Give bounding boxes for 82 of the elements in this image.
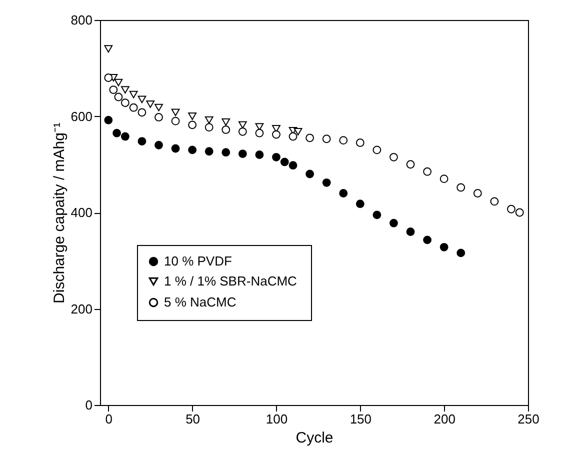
- point: [120, 98, 130, 107]
- point: [138, 137, 146, 146]
- point: [390, 218, 398, 228]
- point: [188, 146, 197, 154]
- point: [188, 120, 197, 130]
- point: [440, 242, 448, 252]
- point: [204, 147, 214, 156]
- point: [129, 103, 138, 112]
- point: [356, 200, 364, 208]
- point: [222, 148, 230, 157]
- point: [222, 118, 230, 126]
- point: [288, 161, 298, 170]
- point: [507, 204, 516, 214]
- point: [222, 126, 230, 134]
- point: [112, 128, 121, 138]
- legend-label: 10 % PVDF: [164, 254, 232, 268]
- y-tick-label: 0: [85, 398, 92, 412]
- point: [294, 128, 302, 136]
- point: [204, 116, 214, 124]
- legend-label: 1 % / 1% SBR-NaCMC: [164, 274, 297, 288]
- legend-label: 5 % NaCMC: [164, 294, 236, 310]
- point: [456, 248, 466, 258]
- x-tick-label: 50: [186, 412, 200, 426]
- point: [154, 113, 163, 122]
- point: [238, 121, 247, 129]
- point: [154, 140, 163, 150]
- point: [114, 78, 123, 86]
- x-tick-label: 0: [105, 412, 113, 426]
- point: [406, 228, 415, 236]
- point: [515, 208, 524, 217]
- point: [255, 128, 264, 138]
- point: [114, 92, 123, 102]
- point: [104, 116, 113, 124]
- point: [272, 130, 280, 139]
- point: [306, 170, 314, 178]
- point: [171, 116, 180, 126]
- point: [109, 86, 118, 94]
- point: [306, 134, 314, 142]
- point: [322, 134, 331, 144]
- point: [390, 152, 398, 162]
- point: [171, 144, 180, 153]
- point: [473, 189, 482, 198]
- y-tick-label: 600: [70, 108, 92, 124]
- point: [272, 152, 280, 162]
- y-axis-title: Discharge capaity / mAhg⁻¹: [50, 122, 68, 304]
- point: [372, 146, 382, 154]
- x-tick-label: 150: [350, 412, 372, 426]
- point: [238, 127, 247, 136]
- point: [238, 150, 247, 158]
- point: [339, 189, 348, 198]
- y-tick-label: 200: [70, 301, 92, 316]
- x-axis-title: Cycle: [296, 430, 334, 446]
- point: [423, 167, 432, 176]
- point: [440, 174, 448, 184]
- point: [104, 45, 113, 53]
- point: [280, 158, 289, 166]
- point: [339, 136, 348, 145]
- point: [288, 132, 298, 141]
- point: [138, 108, 146, 117]
- y-tick-label: 800: [70, 12, 92, 28]
- point: [146, 100, 155, 108]
- point: [423, 236, 432, 244]
- point: [322, 178, 331, 187]
- point: [171, 108, 180, 116]
- point: [255, 150, 264, 159]
- point: [372, 210, 382, 220]
- x-tick-label: 100: [266, 412, 288, 426]
- point: [356, 138, 364, 147]
- point: [129, 90, 138, 98]
- point: [188, 112, 197, 120]
- point: [104, 74, 113, 82]
- point: [138, 96, 146, 104]
- x-tick-label: 200: [434, 412, 456, 426]
- x-tick-label: 250: [518, 412, 540, 426]
- point: [204, 123, 214, 132]
- point: [406, 160, 415, 169]
- point: [120, 132, 130, 141]
- y-tick-label: 400: [70, 205, 92, 220]
- point: [490, 197, 499, 206]
- point: [154, 104, 163, 112]
- point: [120, 86, 130, 94]
- point: [456, 183, 466, 192]
